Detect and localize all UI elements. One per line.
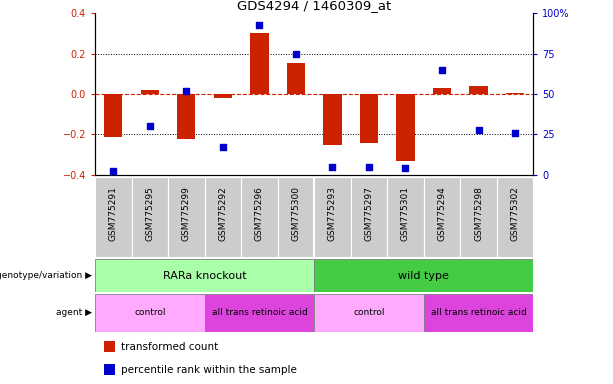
Point	[181, 88, 191, 94]
Text: agent ▶: agent ▶	[56, 308, 92, 318]
Point	[145, 123, 154, 129]
Point	[437, 67, 447, 73]
Bar	[205, 177, 241, 257]
Text: genotype/variation ▶: genotype/variation ▶	[0, 271, 92, 280]
Bar	[397, 94, 414, 161]
Bar	[214, 94, 232, 98]
Text: GSM775293: GSM775293	[328, 186, 337, 241]
Bar	[351, 177, 387, 257]
Bar	[387, 177, 424, 257]
Text: transformed count: transformed count	[121, 341, 219, 351]
Bar	[95, 259, 314, 292]
Bar	[205, 294, 314, 332]
Point	[327, 164, 337, 170]
Text: control: control	[134, 308, 166, 318]
Point	[254, 22, 264, 28]
Point	[218, 144, 228, 151]
Bar	[168, 177, 205, 257]
Bar	[132, 177, 168, 257]
Text: all trans retinoic acid: all trans retinoic acid	[211, 308, 307, 318]
Bar	[314, 259, 533, 292]
Text: percentile rank within the sample: percentile rank within the sample	[121, 364, 297, 374]
Bar	[177, 94, 196, 139]
Text: RARa knockout: RARa knockout	[163, 270, 246, 281]
Bar	[460, 177, 497, 257]
Point	[474, 126, 484, 132]
Bar	[470, 86, 488, 94]
Text: GSM775299: GSM775299	[182, 186, 191, 241]
Bar	[424, 294, 533, 332]
Point	[291, 51, 301, 57]
Text: GSM775298: GSM775298	[474, 186, 483, 241]
Text: GSM775296: GSM775296	[255, 186, 264, 241]
Bar	[424, 177, 460, 257]
Bar	[104, 94, 123, 137]
Text: GSM775295: GSM775295	[145, 186, 154, 241]
Bar	[95, 177, 132, 257]
Bar	[287, 63, 305, 94]
Bar	[241, 177, 278, 257]
Point	[364, 164, 374, 170]
Bar	[104, 341, 115, 352]
Bar	[433, 88, 451, 94]
Title: GDS4294 / 1460309_at: GDS4294 / 1460309_at	[237, 0, 391, 12]
Bar	[140, 90, 159, 94]
Text: GSM775292: GSM775292	[218, 186, 227, 241]
Text: all trans retinoic acid: all trans retinoic acid	[431, 308, 527, 318]
Bar	[314, 294, 424, 332]
Text: GSM775291: GSM775291	[109, 186, 118, 241]
Point	[109, 169, 118, 175]
Bar	[360, 94, 378, 144]
Bar	[278, 177, 314, 257]
Bar	[497, 177, 533, 257]
Text: control: control	[353, 308, 385, 318]
Bar	[323, 94, 341, 146]
Text: GSM775302: GSM775302	[511, 186, 520, 241]
Text: GSM775300: GSM775300	[291, 186, 300, 241]
Bar	[250, 33, 268, 94]
Point	[400, 165, 410, 171]
Text: GSM775301: GSM775301	[401, 186, 410, 241]
Text: wild type: wild type	[398, 270, 449, 281]
Bar	[314, 177, 351, 257]
Bar	[95, 294, 205, 332]
Bar	[506, 93, 524, 94]
Point	[510, 130, 520, 136]
Text: GSM775294: GSM775294	[438, 186, 446, 241]
Text: GSM775297: GSM775297	[365, 186, 373, 241]
Bar	[104, 364, 115, 375]
